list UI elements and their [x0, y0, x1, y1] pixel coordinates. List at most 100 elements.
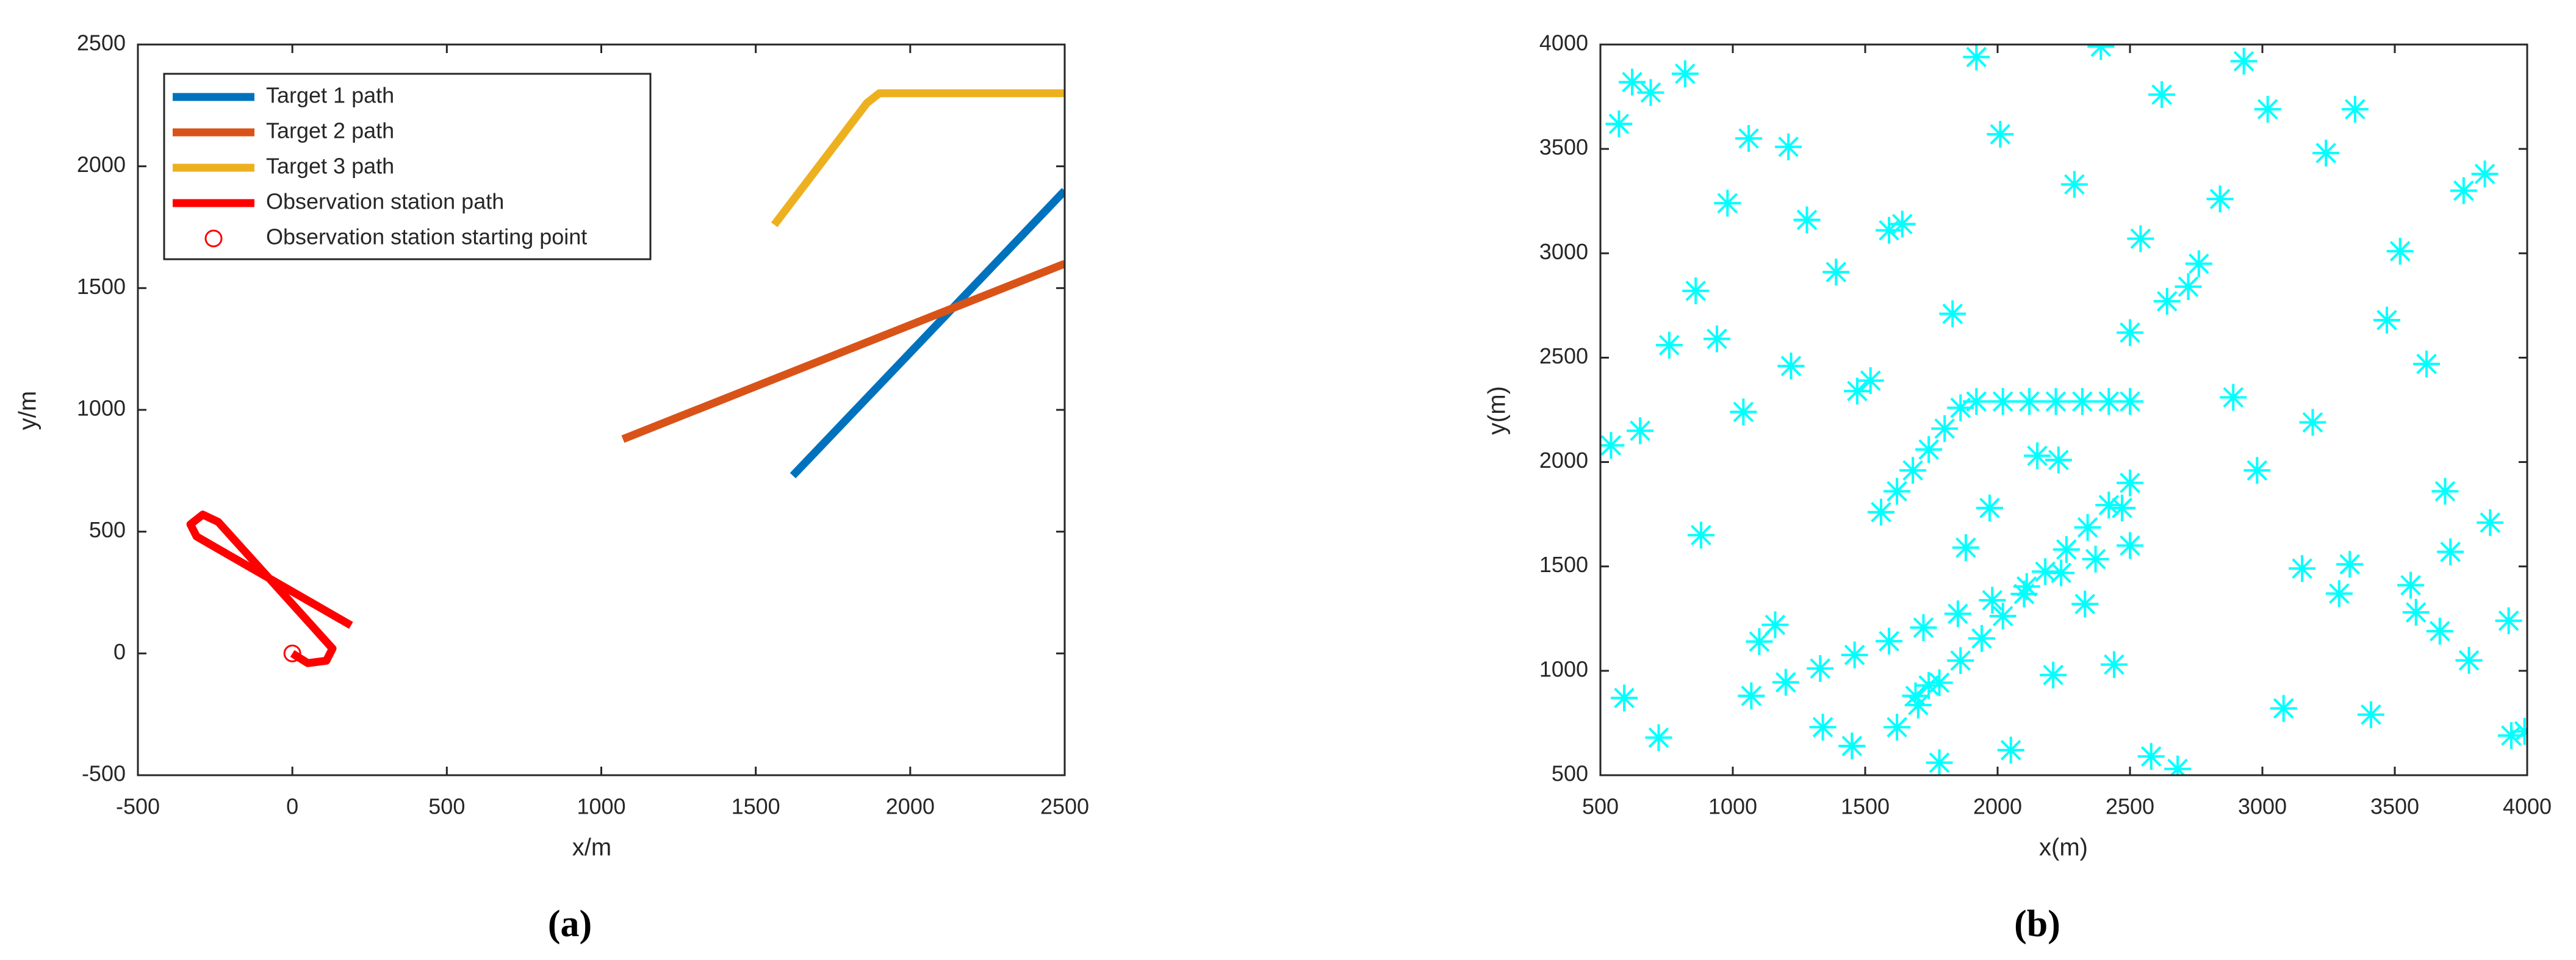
x-tick-label: 2500 — [2106, 794, 2154, 819]
point — [1931, 415, 1959, 442]
y-tick-label: 0 — [113, 639, 126, 664]
y-axis-label: y/m — [15, 391, 41, 430]
point — [1730, 398, 1757, 426]
point — [2495, 607, 2522, 634]
point — [1655, 331, 1683, 359]
point — [1899, 457, 1927, 484]
point — [1714, 190, 1741, 217]
y-tick-label: 2000 — [1539, 448, 1588, 473]
point — [1746, 628, 1773, 655]
point — [1926, 749, 1953, 775]
point — [2254, 96, 2281, 123]
y-axis-label: y(m) — [1484, 386, 1511, 435]
legend-label: Observation station path — [266, 189, 504, 214]
y-tick-label: 2000 — [77, 152, 126, 177]
point — [2013, 573, 2040, 600]
point — [2016, 388, 2043, 415]
point — [2108, 494, 2135, 521]
x-tick-label: 2500 — [1040, 794, 1089, 819]
x-tick-label: 3500 — [2370, 794, 2419, 819]
point — [2373, 306, 2400, 334]
point — [2164, 755, 2192, 775]
point — [2074, 514, 2101, 541]
point — [2230, 48, 2258, 75]
point — [1963, 388, 1990, 415]
point — [2087, 45, 2115, 60]
y-tick-label: 4000 — [1539, 30, 1588, 56]
legend: Target 1 path Target 2 path Target 3 path O… — [163, 73, 652, 260]
point — [2071, 590, 2099, 618]
x-tick-label: 4000 — [2503, 794, 2552, 819]
point — [1883, 478, 1911, 505]
legend-label: Target 2 path — [266, 118, 394, 143]
x-tick-label: -500 — [116, 794, 160, 819]
point — [2053, 536, 2080, 563]
point — [2060, 171, 2088, 198]
x-axis-label: x/m — [572, 834, 611, 861]
point — [1904, 691, 1932, 718]
point — [2040, 661, 2067, 689]
point — [1841, 641, 1868, 668]
point — [1600, 432, 1625, 459]
x-tick-label: 1500 — [1841, 794, 1890, 819]
point — [2220, 384, 2247, 411]
point — [1939, 300, 1966, 328]
x-tick-label: 2000 — [1973, 794, 2022, 819]
axes-box — [1599, 43, 2528, 776]
point — [1735, 125, 1763, 152]
legend-label: Target 1 path — [266, 83, 394, 108]
point — [1605, 110, 1633, 138]
x-tick-label: 500 — [1582, 794, 1619, 819]
point — [2153, 288, 2181, 315]
legend-swatch — [204, 229, 223, 248]
point — [2117, 532, 2143, 559]
point — [2325, 580, 2353, 607]
point — [1703, 325, 1730, 353]
x-tick-label: 1500 — [732, 794, 780, 819]
point — [1777, 353, 1805, 380]
point — [2471, 160, 2499, 188]
point — [2117, 469, 2143, 496]
point — [1671, 60, 1699, 87]
point — [1682, 277, 1710, 304]
y-tick-label: 500 — [1552, 761, 1588, 786]
point — [1902, 682, 1929, 709]
point — [1876, 628, 1903, 655]
point — [2341, 96, 2369, 123]
point — [2185, 250, 2212, 278]
point — [1793, 206, 1821, 234]
point — [1952, 534, 1979, 561]
point — [2497, 722, 2525, 749]
point — [2455, 647, 2483, 674]
point — [1947, 647, 1974, 675]
point — [1637, 79, 1664, 106]
point — [1868, 498, 1895, 526]
x-tick-label: 3000 — [2238, 794, 2287, 819]
point — [1910, 614, 1937, 641]
point — [2357, 701, 2384, 728]
point — [2048, 559, 2075, 587]
point — [2477, 509, 2504, 536]
point — [1968, 625, 1995, 652]
point — [2289, 555, 2316, 582]
point — [1775, 133, 1802, 160]
point — [2095, 492, 2123, 519]
point — [1761, 611, 1789, 639]
y-tick-label: 2500 — [1539, 343, 1588, 368]
point — [2117, 319, 2143, 346]
point — [1619, 68, 1646, 96]
point — [1738, 682, 1765, 709]
point — [2402, 599, 2430, 626]
point — [1822, 259, 1850, 286]
legend-label: Target 3 path — [266, 154, 394, 179]
point — [2175, 273, 2202, 301]
y-tick-label: 2500 — [77, 30, 126, 56]
y-tick-label: 1500 — [77, 274, 126, 299]
point — [1772, 668, 1799, 696]
x-tick-label: 1000 — [577, 794, 625, 819]
point — [1876, 217, 1903, 244]
point — [2100, 651, 2128, 678]
caption: (b) — [2014, 903, 2060, 945]
